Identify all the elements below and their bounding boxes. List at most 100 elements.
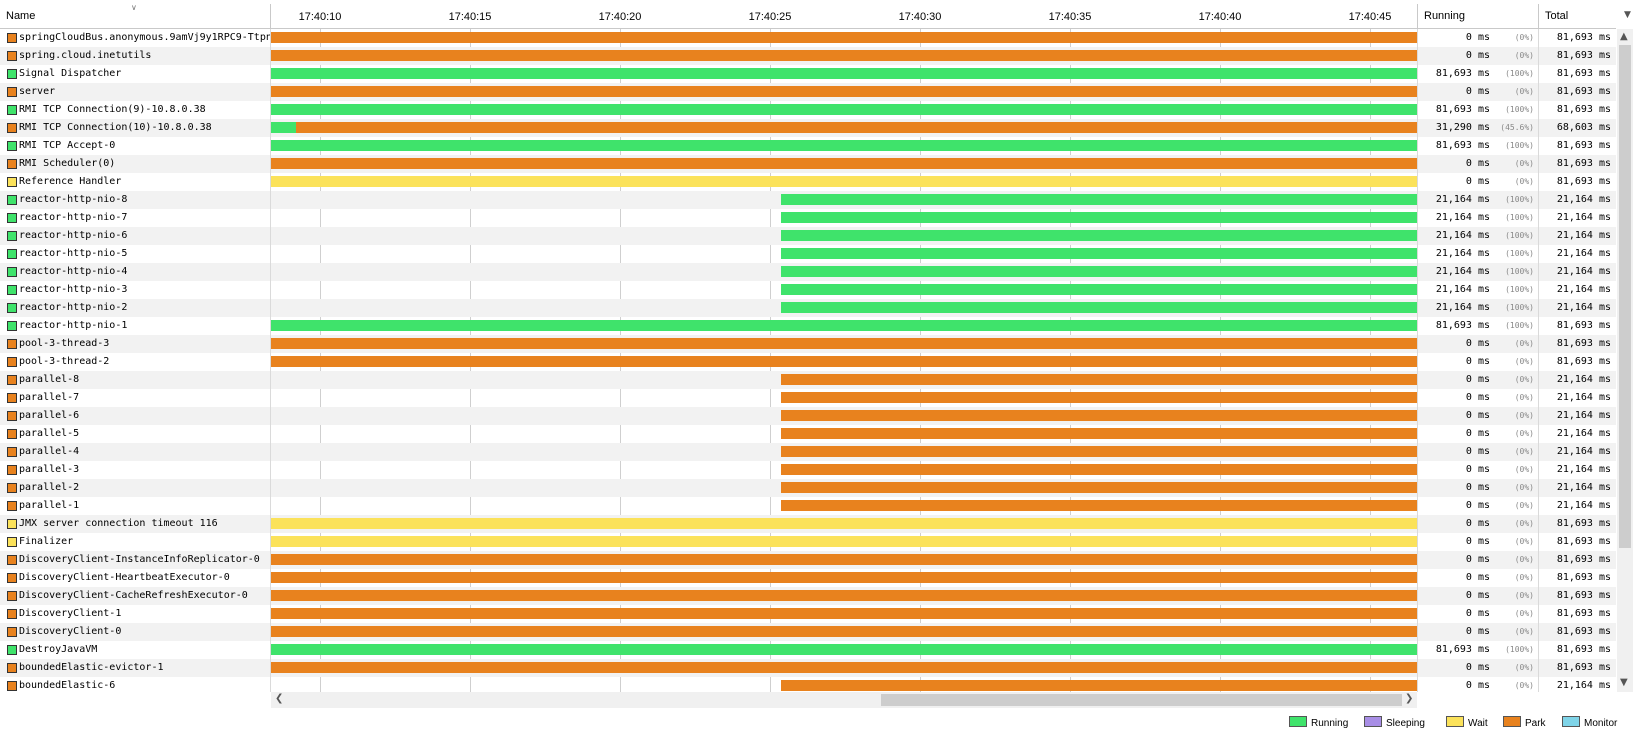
thread-row[interactable]: pool-3-thread-3 0 ms (0%) 81,693 ms <box>0 335 1616 353</box>
thread-row[interactable]: DiscoveryClient-0 0 ms (0%) 81,693 ms <box>0 623 1616 641</box>
park-state-bar <box>271 338 1417 349</box>
column-separator <box>1538 29 1539 692</box>
legend-item-sleeping: Sleeping <box>1364 716 1425 729</box>
thread-timeline-track <box>271 497 1417 515</box>
horizontal-scroll-thumb[interactable] <box>881 694 1402 706</box>
thread-state-swatch <box>7 339 17 349</box>
thread-row[interactable]: parallel-4 0 ms (0%) 21,164 ms <box>0 443 1616 461</box>
thread-row[interactable]: DiscoveryClient-CacheRefreshExecutor-0 0 … <box>0 587 1616 605</box>
thread-state-swatch <box>7 159 17 169</box>
total-time: 81,693 ms <box>1556 356 1611 367</box>
running-time: 0 ms <box>1465 536 1490 547</box>
running-percent: (100%) <box>1505 267 1534 276</box>
thread-row[interactable]: parallel-2 0 ms (0%) 21,164 ms <box>0 479 1616 497</box>
thread-row[interactable]: parallel-5 0 ms (0%) 21,164 ms <box>0 425 1616 443</box>
thread-row[interactable]: RMI TCP Connection(9)-10.8.0.38 81,693 ms… <box>0 101 1616 119</box>
vertical-scroll-thumb[interactable] <box>1619 45 1631 548</box>
thread-row[interactable]: reactor-http-nio-8 21,164 ms (100%) 21,164 … <box>0 191 1616 209</box>
thread-name: spring.cloud.inetutils <box>19 50 152 61</box>
running-percent: (0%) <box>1514 519 1534 528</box>
running-time: 0 ms <box>1465 338 1490 349</box>
thread-name: RMI Scheduler(0) <box>19 158 116 169</box>
park-state-bar <box>271 158 1417 169</box>
thread-timeline-track <box>271 515 1417 533</box>
thread-row[interactable]: Reference Handler 0 ms (0%) 81,693 ms <box>0 173 1616 191</box>
thread-name: server <box>19 86 56 97</box>
running-percent: (100%) <box>1505 69 1534 78</box>
thread-row[interactable]: DestroyJavaVM 81,693 ms (100%) 81,693 ms <box>0 641 1616 659</box>
thread-state-swatch <box>7 195 17 205</box>
thread-state-swatch <box>7 357 17 367</box>
thread-row[interactable]: DiscoveryClient-HeartbeatExecutor-0 0 ms (… <box>0 569 1616 587</box>
thread-name: DiscoveryClient-CacheRefreshExecutor-0 <box>19 590 248 601</box>
thread-name: parallel-3 <box>19 464 80 475</box>
thread-row[interactable]: reactor-http-nio-7 21,164 ms (100%) 21,164 … <box>0 209 1616 227</box>
thread-state-swatch <box>7 393 17 403</box>
total-time: 81,693 ms <box>1556 86 1611 97</box>
thread-row[interactable]: parallel-7 0 ms (0%) 21,164 ms <box>0 389 1616 407</box>
scroll-left-icon[interactable]: ❮ <box>275 693 284 704</box>
thread-state-swatch <box>7 123 17 133</box>
legend-label: Running <box>1311 718 1349 729</box>
running-time: 0 ms <box>1465 410 1490 421</box>
thread-row[interactable]: reactor-http-nio-4 21,164 ms (100%) 21,164 … <box>0 263 1616 281</box>
time-tick-label: 17:40:15 <box>448 11 492 23</box>
thread-row[interactable]: boundedElastic-evictor-1 0 ms (0%) 81,693 m… <box>0 659 1616 677</box>
running-time: 0 ms <box>1465 464 1490 475</box>
thread-row[interactable]: server 0 ms (0%) 81,693 ms <box>0 83 1616 101</box>
thread-row[interactable]: RMI Scheduler(0) 0 ms (0%) 81,693 ms <box>0 155 1616 173</box>
sleeping-swatch <box>1364 716 1382 727</box>
thread-timeline-track <box>271 227 1417 245</box>
thread-row[interactable]: Finalizer 0 ms (0%) 81,693 ms <box>0 533 1616 551</box>
total-time: 81,693 ms <box>1556 176 1611 187</box>
thread-row[interactable]: reactor-http-nio-5 21,164 ms (100%) 21,164 … <box>0 245 1616 263</box>
thread-timeline-track <box>271 263 1417 281</box>
running-column-header[interactable]: Running <box>1418 4 1539 29</box>
thread-row[interactable]: Signal Dispatcher 81,693 ms (100%) 81,693 m… <box>0 65 1616 83</box>
thread-rows: springCloudBus.anonymous.9amVj9y1RPC9-Tt… <box>0 29 1616 692</box>
scroll-up-icon[interactable]: ▲ <box>1620 31 1628 42</box>
park-state-bar <box>781 446 1417 457</box>
running-time: 0 ms <box>1465 500 1490 511</box>
thread-state-swatch <box>7 591 17 601</box>
name-column-header[interactable]: Name ∨ <box>0 3 271 29</box>
thread-row[interactable]: JMX server connection timeout 116 0 ms (0%… <box>0 515 1616 533</box>
park-state-bar <box>781 680 1417 691</box>
thread-row[interactable]: pool-3-thread-2 0 ms (0%) 81,693 ms <box>0 353 1616 371</box>
thread-row[interactable]: DiscoveryClient-1 0 ms (0%) 81,693 ms <box>0 605 1616 623</box>
running-percent: (100%) <box>1505 249 1534 258</box>
total-column-header[interactable]: Total <box>1539 4 1616 29</box>
thread-name: reactor-http-nio-5 <box>19 248 128 259</box>
running-percent: (100%) <box>1505 321 1534 330</box>
column-dropdown-icon[interactable]: ▼ <box>1624 10 1631 20</box>
thread-row[interactable]: parallel-8 0 ms (0%) 21,164 ms <box>0 371 1616 389</box>
thread-row[interactable]: RMI TCP Accept-0 81,693 ms (100%) 81,693 ms <box>0 137 1616 155</box>
thread-row[interactable]: spring.cloud.inetutils 0 ms (0%) 81,693 ms <box>0 47 1616 65</box>
thread-row[interactable]: boundedElastic-6 0 ms (0%) 21,164 ms <box>0 677 1616 692</box>
thread-state-swatch <box>7 105 17 115</box>
thread-row[interactable]: reactor-http-nio-3 21,164 ms (100%) 21,164 … <box>0 281 1616 299</box>
total-time: 81,693 ms <box>1556 50 1611 61</box>
thread-row[interactable]: DiscoveryClient-InstanceInfoReplicator-0… <box>0 551 1616 569</box>
thread-name: springCloudBus.anonymous.9amVj9y1RPC9-Tt… <box>19 32 270 43</box>
thread-row[interactable]: parallel-6 0 ms (0%) 21,164 ms <box>0 407 1616 425</box>
running-time: 81,693 ms <box>1435 68 1490 79</box>
thread-name: DiscoveryClient-HeartbeatExecutor-0 <box>19 572 230 583</box>
time-tick-label: 17:40:40 <box>1198 11 1242 23</box>
running-state-bar <box>271 140 1417 151</box>
running-percent: (100%) <box>1505 213 1534 222</box>
total-time: 21,164 ms <box>1556 374 1611 385</box>
scroll-down-icon[interactable]: ▼ <box>1620 677 1628 688</box>
thread-row[interactable]: reactor-http-nio-2 21,164 ms (100%) 21,164 … <box>0 299 1616 317</box>
thread-row[interactable]: RMI TCP Connection(10)-10.8.0.38 31,290 m… <box>0 119 1616 137</box>
thread-row[interactable]: reactor-http-nio-1 81,693 ms (100%) 81,693 … <box>0 317 1616 335</box>
thread-row[interactable]: parallel-1 0 ms (0%) 21,164 ms <box>0 497 1616 515</box>
thread-row[interactable]: springCloudBus.anonymous.9amVj9y1RPC9-Tt… <box>0 29 1616 47</box>
thread-state-swatch <box>7 537 17 547</box>
scroll-right-icon[interactable]: ❯ <box>1405 693 1414 704</box>
thread-row[interactable]: parallel-3 0 ms (0%) 21,164 ms <box>0 461 1616 479</box>
thread-row[interactable]: reactor-http-nio-6 21,164 ms (100%) 21,164 … <box>0 227 1616 245</box>
thread-timeline-track <box>271 155 1417 173</box>
thread-timeline-track <box>271 83 1417 101</box>
thread-name: reactor-http-nio-7 <box>19 212 128 223</box>
